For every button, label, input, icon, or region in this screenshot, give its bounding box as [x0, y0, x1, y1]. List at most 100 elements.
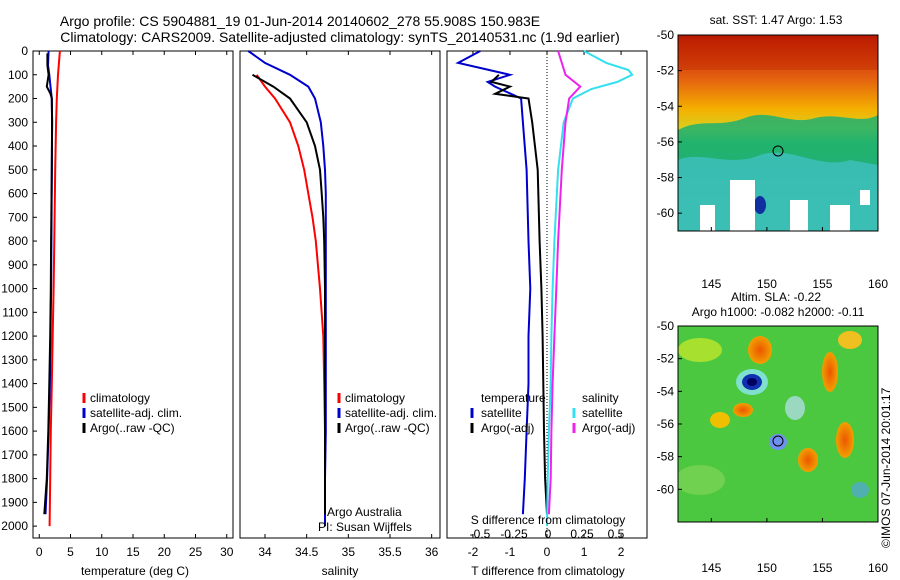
series-line — [455, 50, 532, 515]
legend-climatology: climatology — [345, 391, 405, 405]
depth-tick-label: 1700 — [1, 448, 28, 462]
depth-tick-label: 1100 — [2, 305, 28, 319]
series-line — [252, 73, 326, 515]
salinity-legend: climatology satellite-adj. clim. Argo(..… — [337, 391, 437, 435]
depth-tick-label: 800 — [8, 234, 28, 248]
depth-tick-label: 100 — [8, 68, 28, 82]
legend-s-satellite: satellite — [582, 406, 623, 420]
sla-map-axes: -50 -52 -54 -56 -58 -60 145 150 155 160 — [657, 319, 889, 575]
x-tick-label: 35 — [342, 545, 356, 559]
lon-tick-label: 155 — [812, 561, 832, 575]
lat-tick-label: -60 — [657, 206, 675, 220]
lat-tick-label: -54 — [657, 99, 675, 113]
sst-map-axes: -50 -52 -54 -56 -58 -60 145 150 155 160 — [657, 28, 889, 291]
difference-series — [455, 50, 634, 527]
depth-axis: 0 100 200 300 400 500 600 700 800 900 1000 1100 1200… — [1, 44, 37, 533]
legend-temperature-title: temperature — [481, 391, 546, 405]
x-tick-label: 35.5 — [378, 545, 402, 559]
sla-argo-marker — [772, 435, 784, 447]
s-diff-label: S difference from climatology — [471, 513, 626, 527]
legend-t-argo: Argo(-adj) — [481, 421, 534, 435]
temperature-plot-frame — [32, 50, 234, 539]
sst-map-frame — [677, 34, 879, 232]
lat-tick-label: -58 — [657, 450, 675, 464]
lon-tick-label: 150 — [757, 277, 777, 291]
s-tick-label: 0 — [545, 527, 552, 541]
series-line — [546, 50, 634, 527]
depth-tick-label: 1900 — [1, 495, 28, 509]
depth-tick-label: 600 — [8, 187, 28, 201]
lat-tick-label: -50 — [657, 319, 675, 333]
x-tick-label: -1 — [505, 545, 516, 559]
pi-note: PI: Susan Wijffels — [318, 520, 412, 534]
lon-tick-label: 145 — [701, 277, 721, 291]
temperature-legend: climatology satellite-adj. clim. Argo(..… — [82, 391, 182, 435]
lat-tick-label: -56 — [657, 417, 675, 431]
s-diff-top-axis: -0.5 -0.25 0 0.25 0.5 — [470, 527, 625, 541]
t-diff-x-axis: -2 -1 0 1 2 — [468, 51, 625, 559]
x-tick-label: 36 — [425, 545, 439, 559]
difference-panel: -2 -1 0 1 2 -0.5 -0.25 0 0.25 0.5 S difference f… — [446, 50, 648, 578]
title-line2: Climatology: CARS2009. Satellite-adjuste… — [60, 29, 620, 45]
lon-tick-label: 160 — [868, 277, 888, 291]
lon-tick-label: 145 — [701, 561, 721, 575]
x-tick-label: 34 — [258, 545, 272, 559]
sst-map-title: sat. SST: 1.47 Argo: 1.53 — [710, 13, 843, 27]
depth-tick-label: 500 — [8, 163, 28, 177]
legend-argo: Argo(..raw -QC) — [345, 421, 430, 435]
x-tick-label: 1 — [581, 545, 588, 559]
legend-satellite: satellite-adj. clim. — [345, 406, 437, 420]
lon-tick-label: 150 — [757, 561, 777, 575]
lat-tick-label: -50 — [657, 28, 675, 42]
x-tick-label: -2 — [468, 545, 479, 559]
temperature-series — [43, 50, 61, 527]
sla-map: Altim. SLA: -0.22 Argo h1000: -0.082 h20… — [657, 290, 889, 575]
s-tick-label: -0.5 — [470, 527, 491, 541]
salinity-plot-frame — [239, 50, 441, 539]
series-line — [247, 50, 327, 527]
depth-tick-label: 0 — [21, 44, 28, 58]
legend-satellite: satellite-adj. clim. — [90, 406, 182, 420]
title-line1: Argo profile: CS 5904881_19 01-Jun-2014 … — [60, 13, 540, 29]
x-tick-label: 10 — [95, 545, 109, 559]
depth-tick-label: 1600 — [1, 424, 28, 438]
lat-tick-label: -54 — [657, 384, 675, 398]
lon-tick-label: 155 — [812, 277, 832, 291]
depth-tick-label: 1500 — [1, 400, 28, 414]
legend-s-argo: Argo(-adj) — [582, 421, 635, 435]
lat-tick-label: -52 — [657, 64, 675, 78]
x-tick-label: 15 — [126, 545, 140, 559]
x-tick-label: 0 — [544, 545, 551, 559]
depth-tick-label: 1400 — [1, 377, 28, 391]
lat-tick-label: -56 — [657, 135, 675, 149]
series-line — [547, 50, 582, 515]
x-tick-label: 5 — [67, 545, 74, 559]
imos-credit: ©IMOS 07-Jun-2014 20:01:17 — [879, 387, 893, 548]
depth-tick-label: 2000 — [1, 519, 28, 533]
depth-tick-label: 1200 — [1, 329, 28, 343]
temperature-x-axis: 0 5 10 15 20 25 30 — [36, 51, 234, 559]
series-line — [48, 50, 61, 527]
salinity-panel: 34 34.5 35 35.5 36 salinity climatology sate… — [239, 50, 441, 578]
lon-tick-label: 160 — [868, 561, 888, 575]
x-tick-label: 30 — [220, 545, 234, 559]
depth-tick-label: 700 — [8, 210, 28, 224]
lat-tick-label: -52 — [657, 352, 675, 366]
legend-t-satellite: satellite — [481, 406, 522, 420]
legend-argo: Argo(..raw -QC) — [90, 421, 175, 435]
difference-legend: temperature satellite Argo(-adj) salinit… — [470, 391, 635, 435]
salinity-series — [247, 50, 327, 527]
t-diff-xlabel: T difference from climatology — [471, 564, 625, 578]
depth-tick-label: 400 — [8, 139, 28, 153]
lat-tick-label: -58 — [657, 171, 675, 185]
sst-map: sat. SST: 1.47 Argo: 1.53 -50-52-54-56-5… — [657, 13, 889, 291]
x-tick-label: 20 — [158, 545, 172, 559]
s-tick-label: 0.25 — [570, 527, 594, 541]
temperature-xlabel: temperature (deg C) — [81, 564, 189, 578]
sla-map-title-2: Argo h1000: -0.082 h2000: -0.11 — [692, 305, 865, 319]
depth-tick-label: 1300 — [1, 353, 28, 367]
lat-tick-label: -60 — [657, 482, 675, 496]
x-tick-label: 25 — [189, 545, 203, 559]
depth-tick-label: 300 — [8, 115, 28, 129]
